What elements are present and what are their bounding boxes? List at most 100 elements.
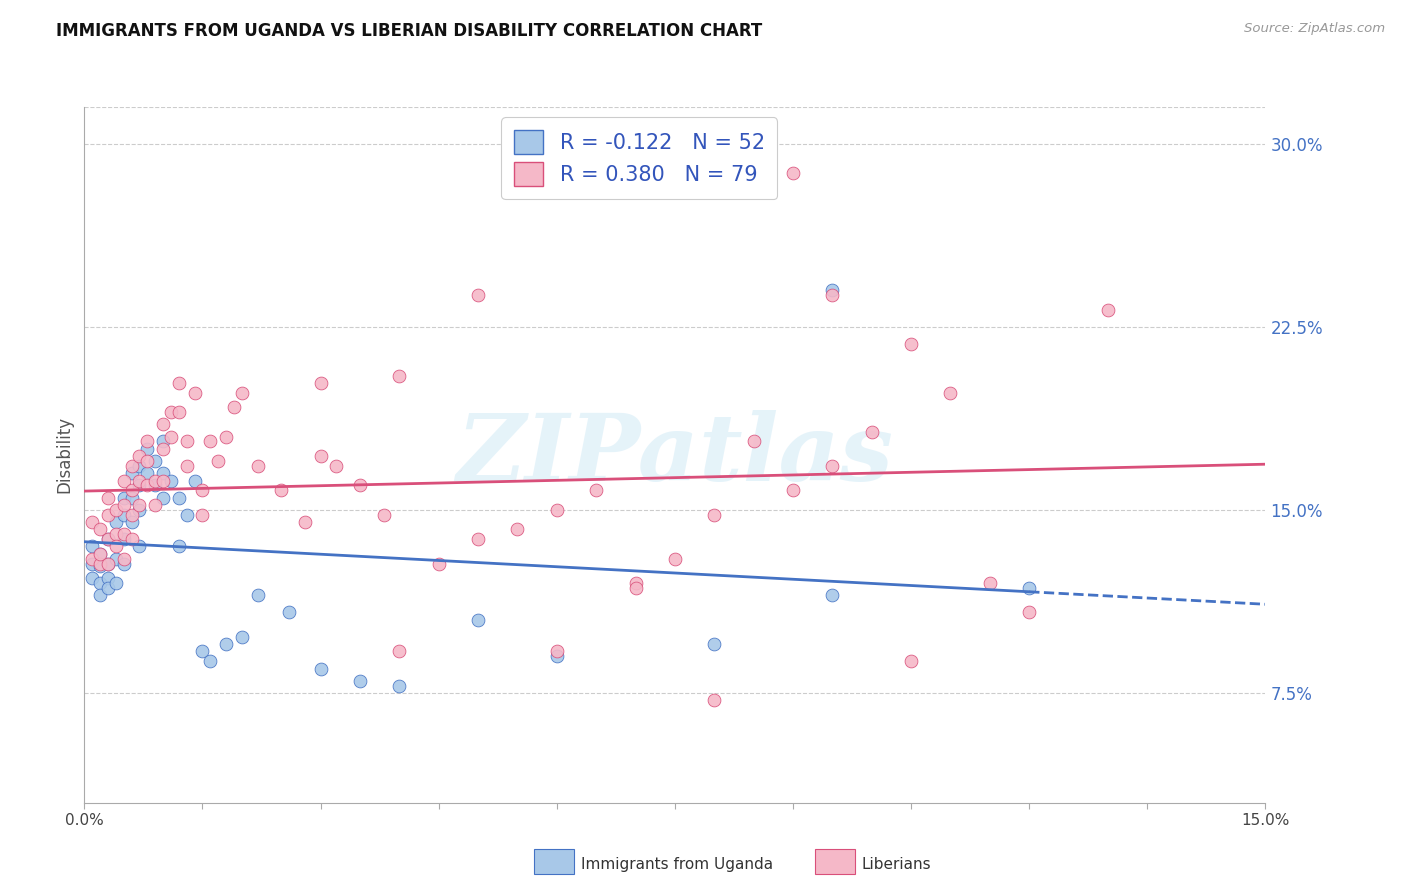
- Point: [104, 551, 127, 566]
- Point: [703, 637, 725, 651]
- Point: [1097, 302, 1119, 317]
- Point: [112, 491, 135, 505]
- Point: [121, 508, 143, 522]
- Text: Liberians: Liberians: [862, 857, 932, 871]
- Point: [143, 454, 166, 468]
- Point: [97, 581, 120, 595]
- Point: [506, 522, 529, 536]
- Point: [112, 508, 135, 522]
- Point: [309, 449, 332, 463]
- Point: [782, 166, 804, 180]
- Point: [136, 467, 159, 481]
- Point: [821, 288, 844, 302]
- Point: [546, 503, 568, 517]
- Point: [104, 515, 127, 529]
- Point: [467, 613, 489, 627]
- Point: [900, 654, 922, 668]
- Point: [467, 532, 489, 546]
- Point: [82, 571, 104, 585]
- Point: [112, 551, 135, 566]
- Point: [160, 474, 183, 488]
- Point: [97, 491, 120, 505]
- Point: [97, 557, 120, 571]
- Point: [1018, 606, 1040, 620]
- Point: [121, 458, 143, 473]
- Point: [82, 515, 104, 529]
- Point: [82, 540, 104, 554]
- Point: [183, 385, 205, 400]
- Point: [325, 458, 347, 473]
- Point: [349, 478, 371, 492]
- Point: [89, 522, 111, 536]
- Point: [900, 336, 922, 351]
- Point: [215, 429, 238, 443]
- Point: [136, 442, 159, 456]
- Point: [246, 458, 269, 473]
- Point: [176, 434, 198, 449]
- Point: [152, 467, 174, 481]
- Text: IMMIGRANTS FROM UGANDA VS LIBERIAN DISABILITY CORRELATION CHART: IMMIGRANTS FROM UGANDA VS LIBERIAN DISAB…: [56, 22, 762, 40]
- Point: [664, 551, 686, 566]
- Point: [97, 532, 120, 546]
- Point: [104, 503, 127, 517]
- Point: [200, 654, 222, 668]
- Point: [97, 508, 120, 522]
- Point: [309, 376, 332, 390]
- Point: [176, 508, 198, 522]
- Point: [294, 515, 316, 529]
- Point: [128, 503, 150, 517]
- Point: [860, 425, 883, 439]
- Point: [167, 405, 190, 419]
- Text: ZIPatlas: ZIPatlas: [457, 410, 893, 500]
- Point: [97, 532, 120, 546]
- Point: [82, 551, 104, 566]
- Point: [821, 458, 844, 473]
- Point: [128, 498, 150, 512]
- Point: [112, 498, 135, 512]
- Point: [104, 576, 127, 591]
- Point: [231, 630, 253, 644]
- Point: [231, 385, 253, 400]
- Point: [160, 429, 183, 443]
- Point: [215, 637, 238, 651]
- Point: [782, 483, 804, 498]
- Point: [136, 454, 159, 468]
- Point: [388, 644, 411, 658]
- Point: [89, 588, 111, 602]
- Point: [939, 385, 962, 400]
- Point: [128, 449, 150, 463]
- Point: [821, 283, 844, 297]
- Point: [89, 557, 111, 571]
- Point: [143, 478, 166, 492]
- Point: [309, 661, 332, 675]
- Point: [585, 483, 607, 498]
- Text: Source: ZipAtlas.com: Source: ZipAtlas.com: [1244, 22, 1385, 36]
- Point: [97, 557, 120, 571]
- Point: [191, 644, 214, 658]
- Point: [121, 483, 143, 498]
- Point: [546, 649, 568, 664]
- Point: [128, 540, 150, 554]
- Point: [207, 454, 229, 468]
- Point: [89, 559, 111, 574]
- Point: [112, 532, 135, 546]
- Point: [143, 498, 166, 512]
- Point: [152, 434, 174, 449]
- Point: [143, 474, 166, 488]
- Point: [167, 376, 190, 390]
- Point: [1018, 581, 1040, 595]
- Point: [136, 478, 159, 492]
- Point: [176, 458, 198, 473]
- Point: [160, 405, 183, 419]
- Point: [246, 588, 269, 602]
- Point: [121, 491, 143, 505]
- Legend: R = -0.122   N = 52, R = 0.380   N = 79: R = -0.122 N = 52, R = 0.380 N = 79: [502, 118, 778, 199]
- Point: [183, 474, 205, 488]
- Point: [388, 368, 411, 383]
- Point: [152, 474, 174, 488]
- Point: [112, 527, 135, 541]
- Point: [136, 434, 159, 449]
- Point: [349, 673, 371, 688]
- Point: [200, 434, 222, 449]
- Point: [624, 576, 647, 591]
